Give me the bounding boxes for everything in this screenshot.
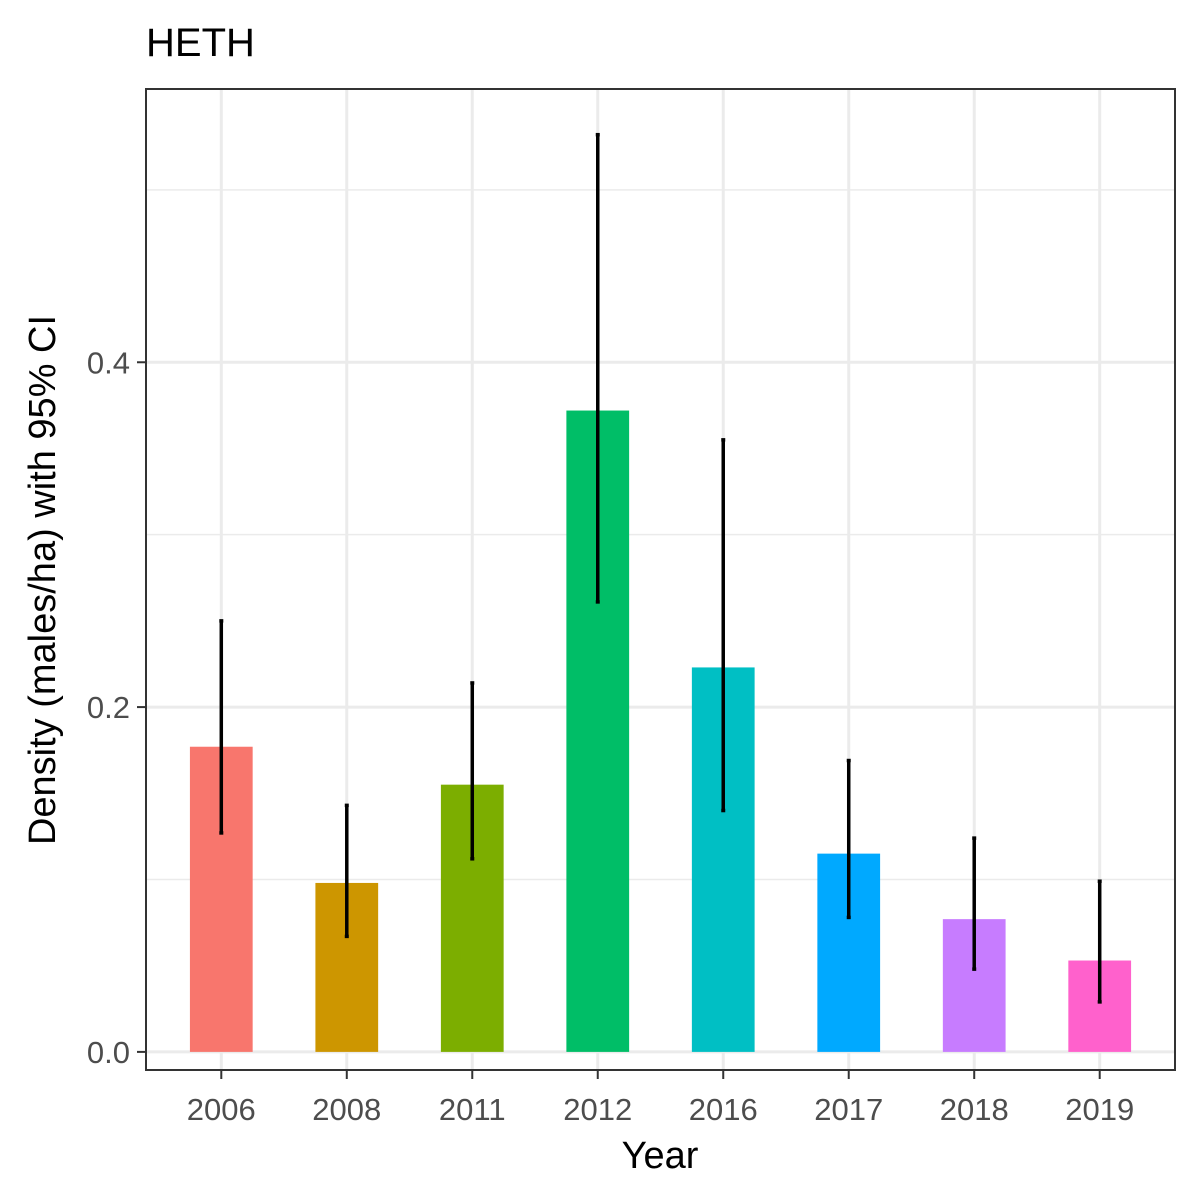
error-bar-2018: [972, 836, 977, 971]
x-tick-label: 2012: [563, 1092, 632, 1127]
error-bar-2011: [470, 681, 475, 861]
error-bars: [219, 132, 1102, 1004]
error-bar-2012: [595, 132, 600, 604]
x-tick-label: 2008: [312, 1092, 381, 1127]
error-bar-2016: [721, 438, 726, 813]
x-tick-label: 2019: [1065, 1092, 1134, 1127]
y-tick-label: 0.0: [87, 1035, 130, 1070]
x-tick-label: 2016: [689, 1092, 758, 1127]
x-tick-label: 2011: [439, 1092, 506, 1127]
y-axis-title: Density (males/ha) with 95% CI: [22, 315, 64, 845]
error-bar-2008: [344, 803, 349, 939]
chart-title: HETH: [146, 21, 255, 65]
x-axis-title: Year: [622, 1135, 699, 1177]
x-axis: 2006 2008 2011 2012 2016 2017 2018 2019: [187, 1070, 1134, 1127]
grid-lines: [146, 89, 1175, 1070]
y-axis: 0.0 0.2 0.4: [87, 345, 146, 1070]
x-tick-label: 2006: [187, 1092, 256, 1127]
x-tick-label: 2018: [940, 1092, 1009, 1127]
error-bar-2006: [219, 619, 224, 835]
y-tick-label: 0.4: [87, 345, 130, 380]
error-bar-2019: [1097, 879, 1102, 1004]
y-tick-label: 0.2: [87, 690, 130, 725]
plot-border: [145, 88, 1176, 1071]
x-tick-label: 2017: [814, 1092, 883, 1127]
error-bar-2017: [846, 758, 851, 920]
bars: [189, 410, 1132, 1052]
